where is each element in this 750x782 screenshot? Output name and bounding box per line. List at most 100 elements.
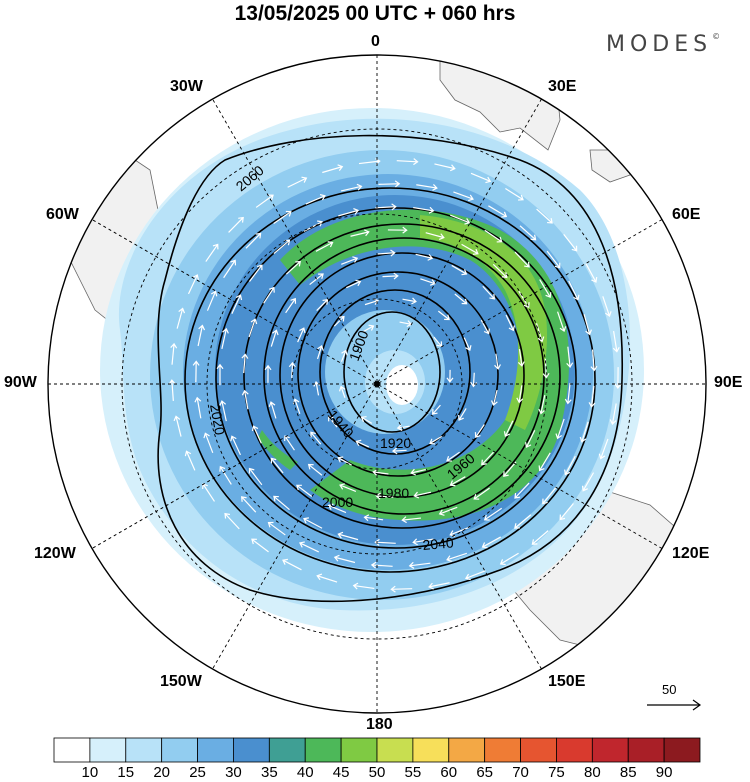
wind-arrow [338, 385, 346, 399]
shade-10-core [386, 365, 418, 405]
colorbar-label: 40 [296, 764, 314, 781]
wind-arrow [410, 468, 427, 476]
wind-arrow [470, 172, 492, 184]
wind-arrow [339, 483, 357, 492]
wind-arrow [557, 311, 567, 333]
colorbar-box [591, 737, 629, 763]
wind-arrow [168, 379, 176, 402]
wind-arrow [566, 346, 574, 369]
wind-arrow [219, 465, 232, 485]
colorbar-box [304, 737, 342, 763]
wind-arrow [564, 455, 576, 476]
wind-arrow [505, 187, 524, 201]
wind-arrow [464, 570, 486, 581]
colorbar-label: 90 [655, 764, 673, 781]
colorbar-box [556, 737, 593, 763]
wind-arrow [270, 329, 279, 347]
wind-arrow [453, 191, 474, 202]
wind-arrow [614, 367, 622, 390]
wind-arrow [446, 552, 468, 562]
wind-arrow [297, 327, 306, 343]
wind-arrow [431, 404, 441, 415]
colorbar-box [412, 737, 450, 763]
wind-arrow [197, 324, 206, 347]
wind-arrow [350, 229, 370, 237]
wind-arrow [401, 516, 422, 524]
wind-arrow [408, 561, 431, 569]
wind-arrow [454, 293, 468, 305]
wind-arrow [327, 415, 338, 428]
lon-label-180: 180 [366, 716, 393, 733]
wind-arrow [473, 487, 490, 500]
contour-label-2000: 2000 [322, 494, 353, 510]
wind-arrow [499, 552, 519, 566]
wind-arrow [378, 180, 401, 188]
meridian-30e-150w [212, 98, 542, 670]
colorbar-box [233, 737, 270, 763]
wind-arrow [372, 468, 389, 476]
wind-arrow [585, 263, 598, 283]
meridian-60e-120w [91, 219, 663, 549]
wind-arrow [333, 315, 345, 327]
wind-arrow [564, 382, 572, 405]
wind-arrow [377, 249, 396, 257]
wind-arrow [370, 561, 393, 569]
wind-arrow [362, 324, 375, 333]
wind-arrow [249, 264, 263, 282]
wind-arrow [451, 264, 468, 276]
colorbar-label: 15 [117, 764, 135, 781]
colorbar-label: 45 [332, 764, 350, 781]
wind-arrow [563, 233, 578, 252]
wind-arrow [434, 163, 456, 172]
wind-arrow [482, 285, 496, 300]
wind-arrow [438, 506, 458, 516]
wind-arrow [285, 260, 302, 275]
wind-arrow [542, 487, 557, 505]
wind-arrow [581, 472, 595, 492]
wind-arrow [284, 435, 295, 451]
wind-arrow [184, 450, 196, 471]
wind-arrow [514, 251, 530, 268]
logo-text: MODES [606, 32, 713, 57]
wind-arrow [481, 536, 502, 549]
wind-arrow [396, 424, 410, 431]
wind-speed-shading [100, 108, 644, 632]
wind-arrow [420, 278, 436, 286]
wind-arrow [382, 272, 399, 280]
wind-arrow [590, 349, 598, 372]
wind-arrow [270, 457, 284, 474]
wind-arrow [483, 507, 503, 521]
wind-arrow [360, 416, 373, 424]
wind-arrow [173, 415, 182, 437]
colorbar-box [376, 737, 414, 763]
map-title: 13/05/2025 00 UTC + 060 hrs [234, 2, 516, 25]
colorbar-label: 75 [548, 764, 565, 781]
wind-arrow [288, 361, 296, 379]
wind-arrow [503, 461, 517, 477]
wind-arrow [203, 432, 214, 454]
modes-logo: MODES© [606, 32, 720, 57]
wind-arrow [391, 447, 407, 455]
lon-label-30e: 30E [548, 78, 577, 95]
wind-arrow [255, 194, 274, 208]
wind-arrow [415, 253, 434, 261]
wind-arrow [363, 514, 384, 522]
wind-arrow [176, 307, 186, 329]
wind-arrow [206, 290, 218, 311]
wind-arrow [219, 400, 227, 422]
map-border [47, 54, 707, 714]
colorbar-label: 60 [440, 764, 458, 781]
wind-arrow [322, 164, 344, 174]
contour-1920 [319, 289, 471, 455]
lon-label-60e: 60E [672, 206, 701, 223]
wind-arrow [273, 495, 290, 511]
colorbar-label: 85 [619, 764, 637, 781]
wind-arrow [503, 420, 514, 438]
wind-arrow [316, 573, 338, 583]
wind-arrow [352, 582, 375, 590]
shade-50-band [420, 215, 548, 430]
wind-arrow [538, 395, 546, 415]
colorbar [53, 737, 701, 763]
wind-arrow [375, 492, 394, 500]
